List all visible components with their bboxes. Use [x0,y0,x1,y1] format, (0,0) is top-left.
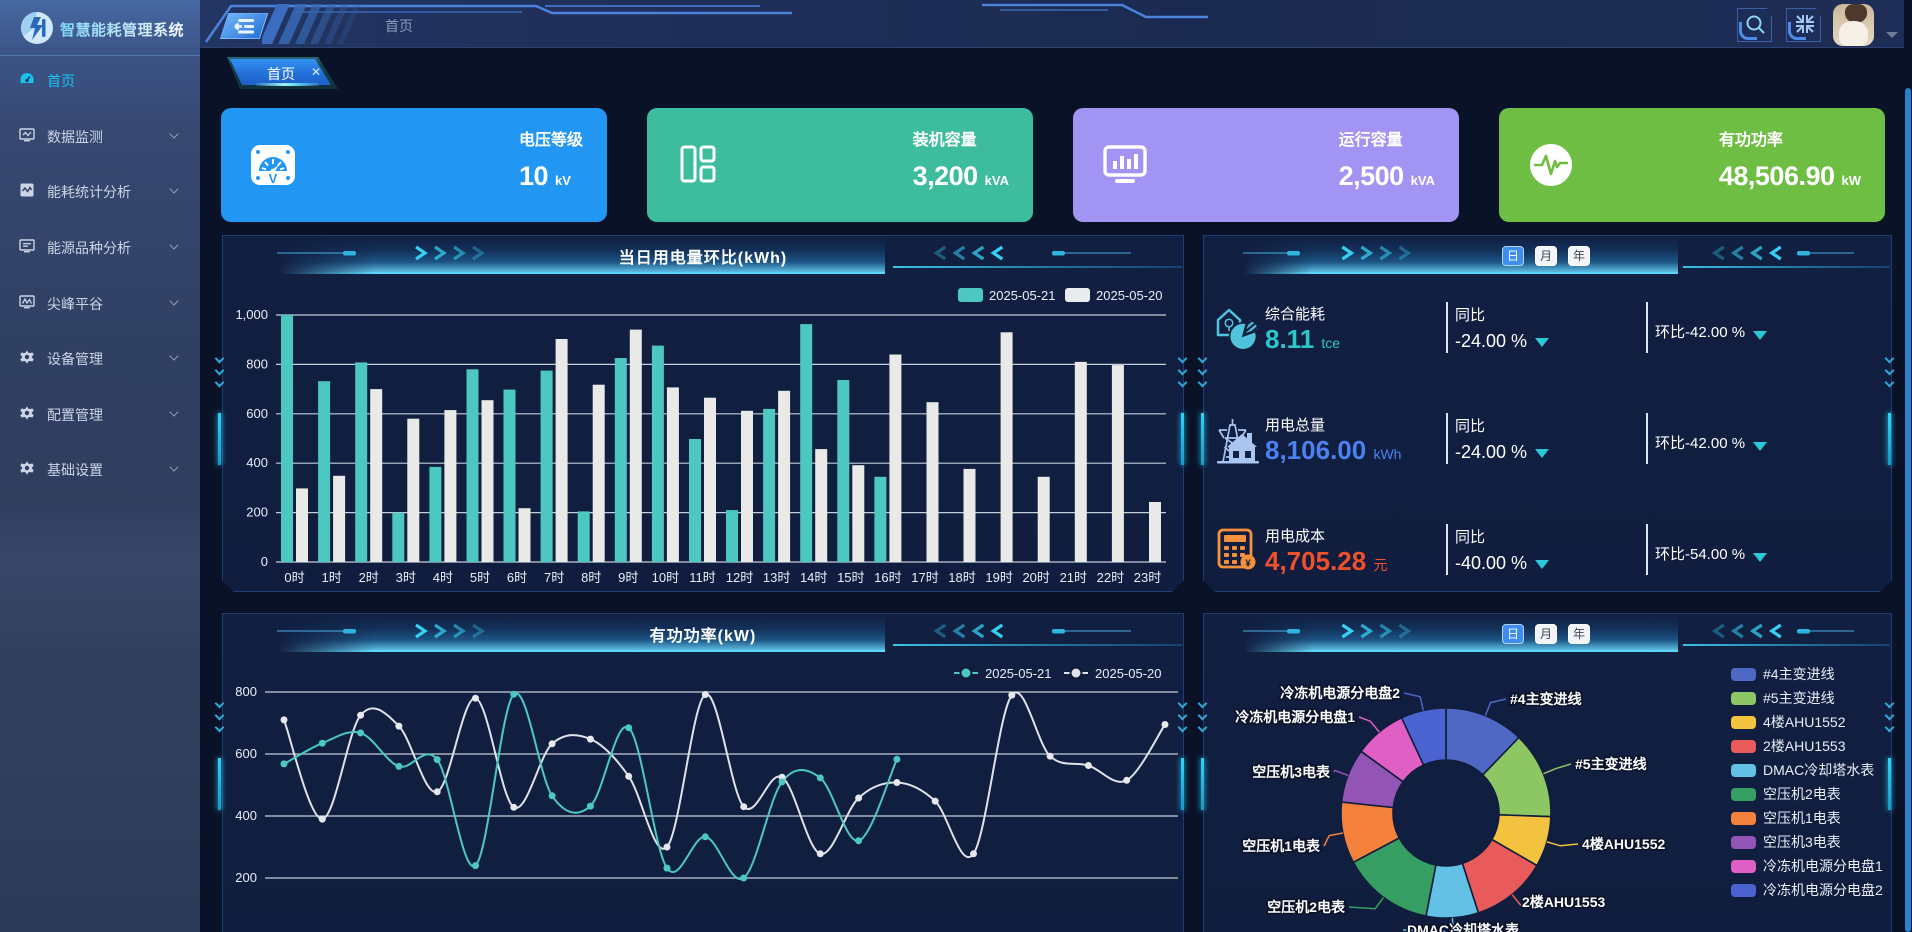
svg-text:600: 600 [235,746,257,761]
svg-text:2025-05-20: 2025-05-20 [1095,666,1162,681]
svg-text:空压机1电表: 空压机1电表 [1242,838,1321,854]
svg-text:16时: 16时 [874,570,901,585]
svg-text:200: 200 [235,870,257,885]
svg-text:20时: 20时 [1022,570,1049,585]
svg-text:5时: 5时 [470,570,490,585]
svg-text:DMAC冷却塔水表: DMAC冷却塔水表 [1407,922,1520,932]
svg-text:7时: 7时 [544,570,564,585]
svg-text:V: V [269,171,278,186]
svg-text:空压机3电表: 空压机3电表 [1763,834,1841,850]
svg-text:0: 0 [261,554,268,569]
svg-text:400: 400 [246,455,268,470]
svg-text:空压机2电表: 空压机2电表 [1267,899,1346,915]
svg-text:13时: 13时 [763,570,790,585]
svg-text:6时: 6时 [507,570,527,585]
svg-text:4楼AHU1552: 4楼AHU1552 [1582,836,1665,852]
svg-text:800: 800 [246,356,268,371]
svg-text:22时: 22时 [1097,570,1124,585]
svg-text:#5主变进线: #5主变进线 [1763,690,1835,706]
svg-text:冷冻机电源分电盘2: 冷冻机电源分电盘2 [1280,685,1400,701]
svg-text:2025-05-21: 2025-05-21 [989,288,1056,303]
svg-text:10时: 10时 [652,570,679,585]
svg-text:1时: 1时 [321,570,341,585]
svg-text:DMAC冷却塔水表: DMAC冷却塔水表 [1763,762,1874,778]
svg-text:1,000: 1,000 [235,307,268,322]
svg-text:4楼AHU1552: 4楼AHU1552 [1763,714,1846,730]
svg-text:2025-05-20: 2025-05-20 [1096,288,1163,303]
svg-text:#5主变进线: #5主变进线 [1575,756,1647,772]
svg-text:800: 800 [235,684,257,699]
svg-text:11时: 11时 [689,570,716,585]
svg-text:¥: ¥ [1245,559,1251,570]
svg-text:400: 400 [235,808,257,823]
svg-text:空压机1电表: 空压机1电表 [1763,810,1841,826]
svg-text:23时: 23时 [1134,570,1161,585]
svg-text:15时: 15时 [837,570,864,585]
svg-text:21时: 21时 [1060,570,1087,585]
svg-text:2025-05-21: 2025-05-21 [985,666,1052,681]
svg-text:0时: 0时 [284,570,304,585]
svg-text:17时: 17时 [911,570,938,585]
svg-text:3时: 3时 [396,570,416,585]
svg-text:12时: 12时 [726,570,753,585]
svg-text:600: 600 [246,406,268,421]
svg-text:2楼AHU1553: 2楼AHU1553 [1522,894,1605,910]
svg-text:8时: 8时 [581,570,601,585]
svg-text:2楼AHU1553: 2楼AHU1553 [1763,738,1846,754]
svg-text:2时: 2时 [359,570,379,585]
svg-text:9时: 9时 [618,570,638,585]
svg-text:14时: 14时 [800,570,827,585]
svg-text:19时: 19时 [985,570,1012,585]
svg-text:#4主变进线: #4主变进线 [1510,691,1582,707]
svg-text:冷冻机电源分电盘2: 冷冻机电源分电盘2 [1763,882,1883,898]
svg-text:200: 200 [246,505,268,520]
svg-text:18时: 18时 [948,570,975,585]
svg-text:空压机2电表: 空压机2电表 [1763,786,1841,802]
svg-text:冷冻机电源分电盘1: 冷冻机电源分电盘1 [1763,858,1883,874]
svg-text:4时: 4时 [433,570,453,585]
svg-text:#4主变进线: #4主变进线 [1763,666,1835,682]
svg-text:空压机3电表: 空压机3电表 [1252,764,1331,780]
svg-text:冷冻机电源分电盘1: 冷冻机电源分电盘1 [1235,709,1355,725]
